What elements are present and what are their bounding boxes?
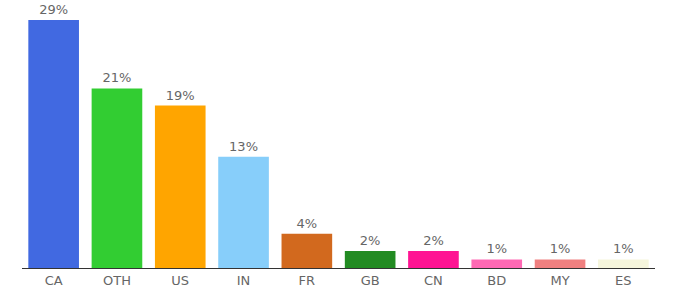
- svg-text:CN: CN: [424, 273, 443, 288]
- svg-text:1%: 1%: [613, 241, 634, 256]
- svg-text:OTH: OTH: [103, 273, 131, 288]
- svg-text:BD: BD: [487, 273, 506, 288]
- svg-text:GB: GB: [361, 273, 380, 288]
- svg-text:29%: 29%: [39, 2, 68, 17]
- svg-text:IN: IN: [237, 273, 251, 288]
- svg-text:ES: ES: [615, 273, 631, 288]
- svg-text:1%: 1%: [550, 241, 571, 256]
- svg-text:19%: 19%: [166, 88, 195, 103]
- svg-text:FR: FR: [299, 273, 316, 288]
- svg-text:CA: CA: [45, 273, 63, 288]
- svg-text:US: US: [171, 273, 189, 288]
- svg-text:4%: 4%: [297, 216, 318, 231]
- svg-text:21%: 21%: [102, 70, 131, 85]
- svg-text:MY: MY: [550, 273, 569, 288]
- svg-text:2%: 2%: [423, 233, 444, 248]
- svg-text:2%: 2%: [360, 233, 381, 248]
- svg-text:1%: 1%: [486, 241, 507, 256]
- svg-text:13%: 13%: [229, 139, 258, 154]
